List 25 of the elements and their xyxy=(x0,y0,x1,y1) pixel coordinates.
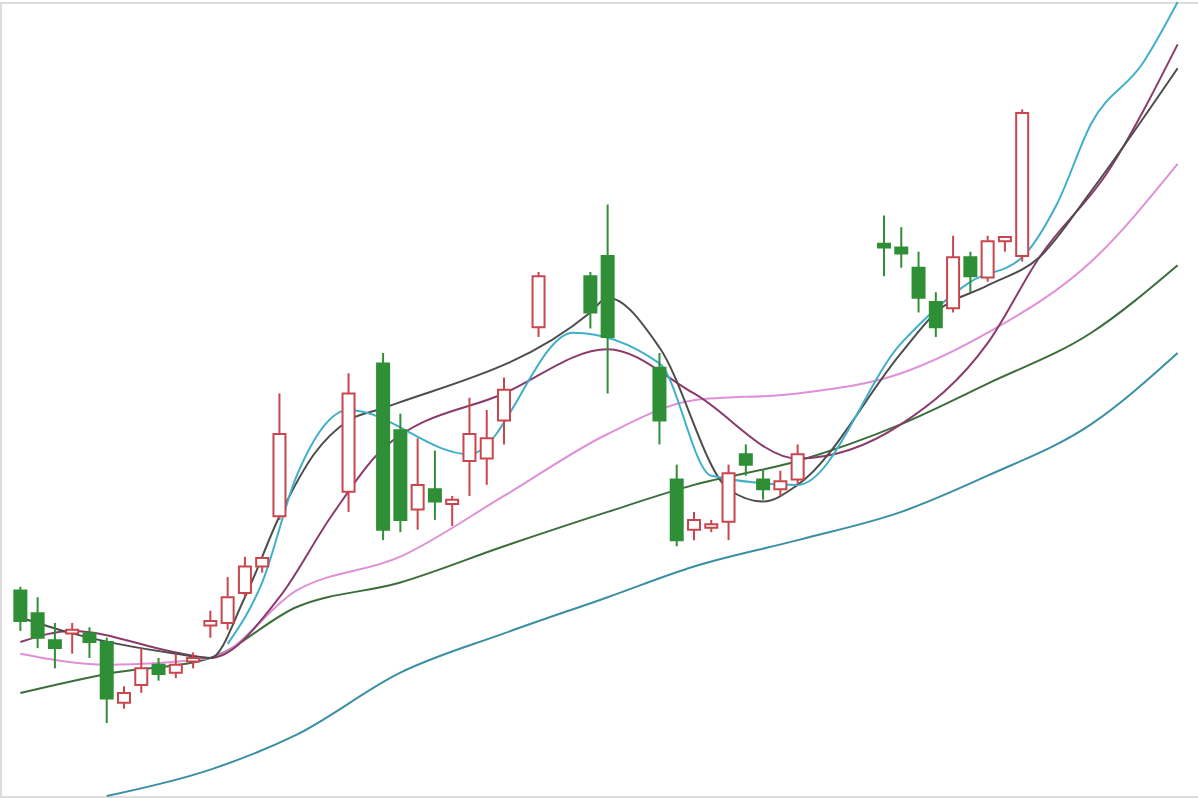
candlestick xyxy=(756,467,771,501)
candlestick xyxy=(220,575,235,631)
candlestick xyxy=(47,621,62,670)
candlestick xyxy=(479,409,494,486)
candlestick xyxy=(410,437,425,531)
candlestick xyxy=(963,250,978,294)
candlestick xyxy=(168,652,183,680)
candlestick xyxy=(117,685,131,710)
candlestick xyxy=(134,647,149,694)
candlestick xyxy=(583,270,598,330)
candlestick xyxy=(790,443,805,486)
candlestick xyxy=(65,621,80,655)
candlestick xyxy=(773,469,788,497)
candlestick xyxy=(462,396,477,497)
candlestick xyxy=(30,596,45,650)
candlestick xyxy=(497,376,511,446)
candlestick xyxy=(82,626,97,659)
candlestick xyxy=(911,250,926,314)
candlestick xyxy=(13,585,28,632)
candlestick xyxy=(928,291,943,339)
candlestick xyxy=(738,443,753,477)
candlestick xyxy=(445,494,460,528)
candlestick xyxy=(203,609,218,639)
candlestick xyxy=(151,656,166,682)
candlestick xyxy=(427,449,442,521)
